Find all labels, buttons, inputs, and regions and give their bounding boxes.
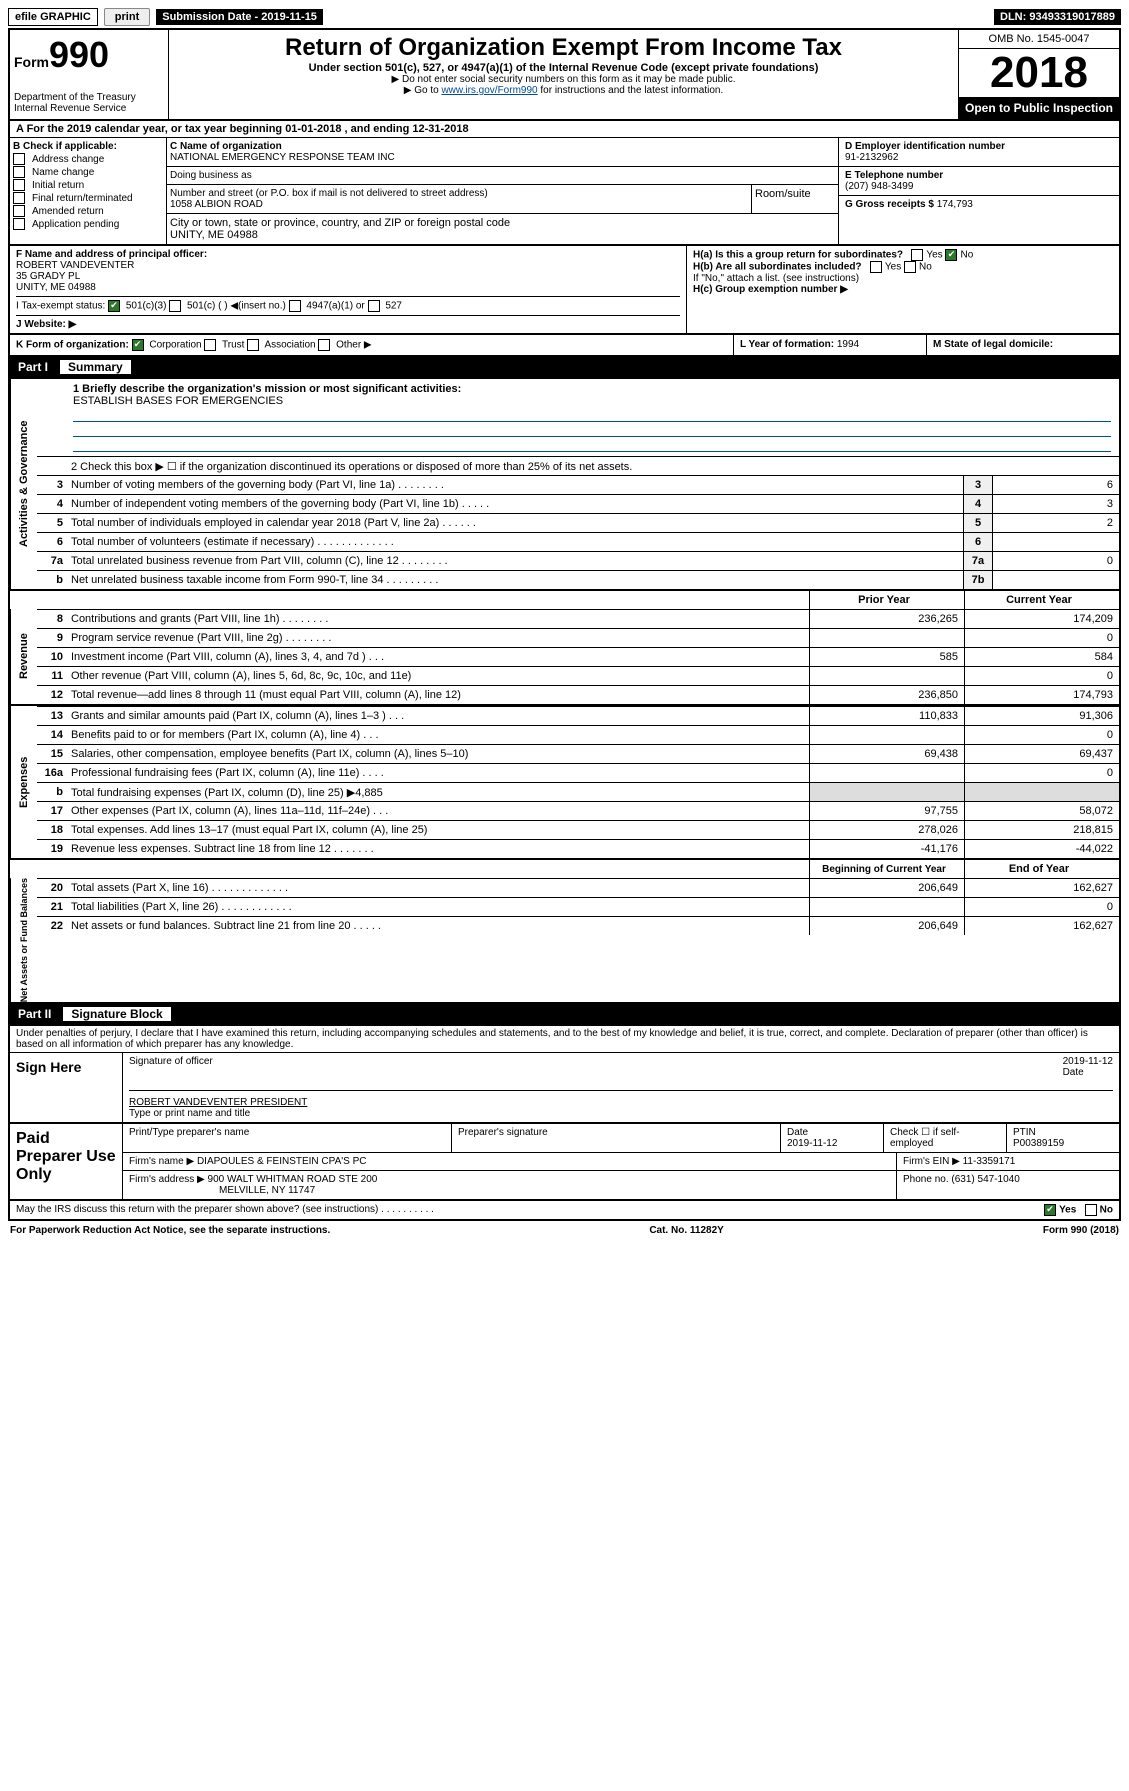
tax-year: 2018 [959,49,1119,97]
summary-table: Activities & Governance 1 Briefly descri… [8,379,1121,1004]
section-d-e-g: D Employer identification number 91-2132… [838,138,1119,244]
org-city: UNITY, ME 04988 [170,229,835,241]
line-a: A For the 2019 calendar year, or tax yea… [8,121,1121,138]
side-tab-revenue: Revenue [10,609,37,704]
table-row: bNet unrelated business taxable income f… [37,570,1119,589]
side-tab-expenses: Expenses [10,706,37,858]
section-b: B Check if applicable: Address change Na… [10,138,167,244]
ptin: P00389159 [1013,1138,1064,1149]
table-row: 5Total number of individuals employed in… [37,513,1119,532]
mission-text: ESTABLISH BASES FOR EMERGENCIES [73,395,283,407]
dln-label: DLN: 93493319017889 [994,9,1121,25]
gross-receipts: 174,793 [937,199,973,210]
table-row: 9Program service revenue (Part VIII, lin… [37,628,1119,647]
discuss-row: May the IRS discuss this return with the… [8,1201,1121,1221]
table-row: 22Net assets or fund balances. Subtract … [37,916,1119,935]
part-1-header: Part I Summary [8,357,1121,379]
efile-label: efile GRAPHIC [8,8,98,26]
omb-number: OMB No. 1545-0047 [959,30,1119,49]
paid-preparer-block: Paid Preparer Use Only Print/Type prepar… [8,1124,1121,1201]
officer-signature-name: ROBERT VANDEVENTER PRESIDENT [129,1097,1113,1108]
note-2: ▶ Go to www.irs.gov/Form990 for instruct… [173,85,954,96]
org-name: NATIONAL EMERGENCY RESPONSE TEAM INC [170,152,835,163]
open-inspection: Open to Public Inspection [959,97,1119,119]
table-row: 17Other expenses (Part IX, column (A), l… [37,801,1119,820]
table-row: 7aTotal unrelated business revenue from … [37,551,1119,570]
officer-name: ROBERT VANDEVENTER [16,260,680,271]
table-row: 19Revenue less expenses. Subtract line 1… [37,839,1119,858]
note-1: ▶ Do not enter social security numbers o… [173,74,954,85]
table-row: 13Grants and similar amounts paid (Part … [37,706,1119,725]
table-row: 3Number of voting members of the governi… [37,475,1119,494]
table-row: 21Total liabilities (Part X, line 26) . … [37,897,1119,916]
table-row: 16aProfessional fundraising fees (Part I… [37,763,1119,782]
page-footer: For Paperwork Reduction Act Notice, see … [8,1221,1121,1240]
ein-value: 91-2132962 [845,152,1113,163]
section-k-l-m: K Form of organization: ✔ Corporation Tr… [8,335,1121,357]
table-row: 4Number of independent voting members of… [37,494,1119,513]
irs-link[interactable]: www.irs.gov/Form990 [441,85,537,96]
firm-name: DIAPOULES & FEINSTEIN CPA'S PC [197,1156,367,1167]
table-row: 8Contributions and grants (Part VIII, li… [37,609,1119,628]
table-row: 14Benefits paid to or for members (Part … [37,725,1119,744]
form-subtitle: Under section 501(c), 527, or 4947(a)(1)… [173,62,954,74]
form-header: Form990 Department of the Treasury Inter… [8,30,1121,121]
section-f-h: F Name and address of principal officer:… [8,246,1121,335]
print-button[interactable]: print [104,8,150,26]
form-title: Return of Organization Exempt From Incom… [173,34,954,62]
info-block: B Check if applicable: Address change Na… [8,138,1121,246]
telephone: (207) 948-3499 [845,181,1113,192]
table-row: 11Other revenue (Part VIII, column (A), … [37,666,1119,685]
table-row: 6Total number of volunteers (estimate if… [37,532,1119,551]
side-tab-governance: Activities & Governance [10,379,37,589]
department-label: Department of the Treasury Internal Reve… [14,92,164,114]
form-number: Form990 [14,34,164,76]
signature-block: Sign Here Signature of officer 2019-11-1… [8,1052,1121,1124]
table-row: 10Investment income (Part VIII, column (… [37,647,1119,666]
org-address: 1058 ALBION ROAD [170,199,748,210]
table-row: 12Total revenue—add lines 8 through 11 (… [37,685,1119,704]
side-tab-netassets: Net Assets or Fund Balances [10,878,37,1002]
table-row: bTotal fundraising expenses (Part IX, co… [37,782,1119,801]
penalty-statement: Under penalties of perjury, I declare th… [8,1026,1121,1052]
table-row: 20Total assets (Part X, line 16) . . . .… [37,878,1119,897]
top-bar: efile GRAPHIC print Submission Date - 20… [8,8,1121,30]
table-row: 15Salaries, other compensation, employee… [37,744,1119,763]
table-row: 18Total expenses. Add lines 13–17 (must … [37,820,1119,839]
submission-date: Submission Date - 2019-11-15 [156,9,323,25]
section-c: C Name of organization NATIONAL EMERGENC… [167,138,838,244]
part-2-header: Part II Signature Block [8,1004,1121,1026]
